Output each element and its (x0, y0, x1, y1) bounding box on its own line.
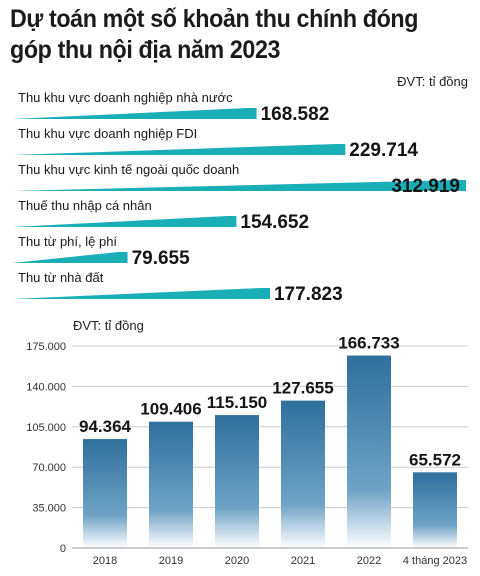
bar (347, 355, 391, 548)
bar (12, 144, 346, 155)
y-tick-label: 140.000 (26, 381, 66, 393)
x-tick-label: 2020 (225, 555, 249, 567)
data-label: 154.652 (240, 212, 309, 233)
y-tick-label: 70.000 (32, 462, 66, 474)
y-tick-label: 175.000 (26, 341, 66, 353)
y-tick-label: 105.000 (26, 422, 66, 434)
category-label: Thu khu vực kinh tế ngoài quốc doanh (18, 162, 239, 177)
x-tick-label: 4 tháng 2023 (403, 555, 467, 567)
data-label: 127.655 (272, 379, 333, 398)
vertical-bar-chart: 0 35.000 70.000 105.000 140.000 175.000 94.364… (26, 334, 468, 567)
x-tick-label: 2019 (159, 555, 183, 567)
bottom-chart-unit-label: ĐVT: tỉ đồng (73, 318, 144, 333)
category-label: Thuế thu nhập cá nhân (18, 198, 152, 213)
bar (215, 415, 259, 548)
data-label: 94.364 (79, 417, 132, 436)
top-chart-unit-label: ĐVT: tỉ đồng (397, 74, 468, 89)
bar (281, 400, 325, 548)
data-label: 177.823 (274, 284, 343, 305)
data-label: 229.714 (349, 140, 418, 161)
data-label: 65.572 (409, 450, 461, 469)
horizontal-bar-chart: Thu khu vực doanh nghiệp nhà nước 168.582… (12, 90, 466, 305)
bar (149, 421, 193, 548)
category-label: Thu khu vực doanh nghiệp FDI (18, 126, 197, 141)
y-tick-label: 35.000 (32, 503, 66, 515)
data-label: 79.655 (132, 248, 191, 269)
x-tick-label: 2021 (291, 555, 315, 567)
data-label: 166.733 (338, 334, 399, 353)
bar (12, 252, 128, 263)
bar (12, 216, 237, 227)
bar (83, 439, 127, 548)
data-label: 168.582 (261, 104, 330, 125)
y-tick-label: 0 (60, 543, 66, 555)
data-label: 115.150 (207, 393, 268, 412)
data-label: 312.919 (391, 176, 460, 197)
data-label: 109.406 (140, 400, 201, 419)
x-tick-label: 2022 (357, 555, 381, 567)
category-label: Thu khu vực doanh nghiệp nhà nước (18, 90, 233, 105)
category-label: Thu từ nhà đất (18, 270, 104, 285)
x-tick-label: 2018 (93, 555, 117, 567)
category-label: Thu từ phí, lệ phí (18, 234, 117, 249)
bar (12, 288, 270, 299)
chart-title: Dự toán một số khoản thu chính đóng góp … (10, 5, 419, 64)
bar (12, 108, 257, 119)
bar (12, 180, 466, 191)
bar (413, 472, 457, 548)
